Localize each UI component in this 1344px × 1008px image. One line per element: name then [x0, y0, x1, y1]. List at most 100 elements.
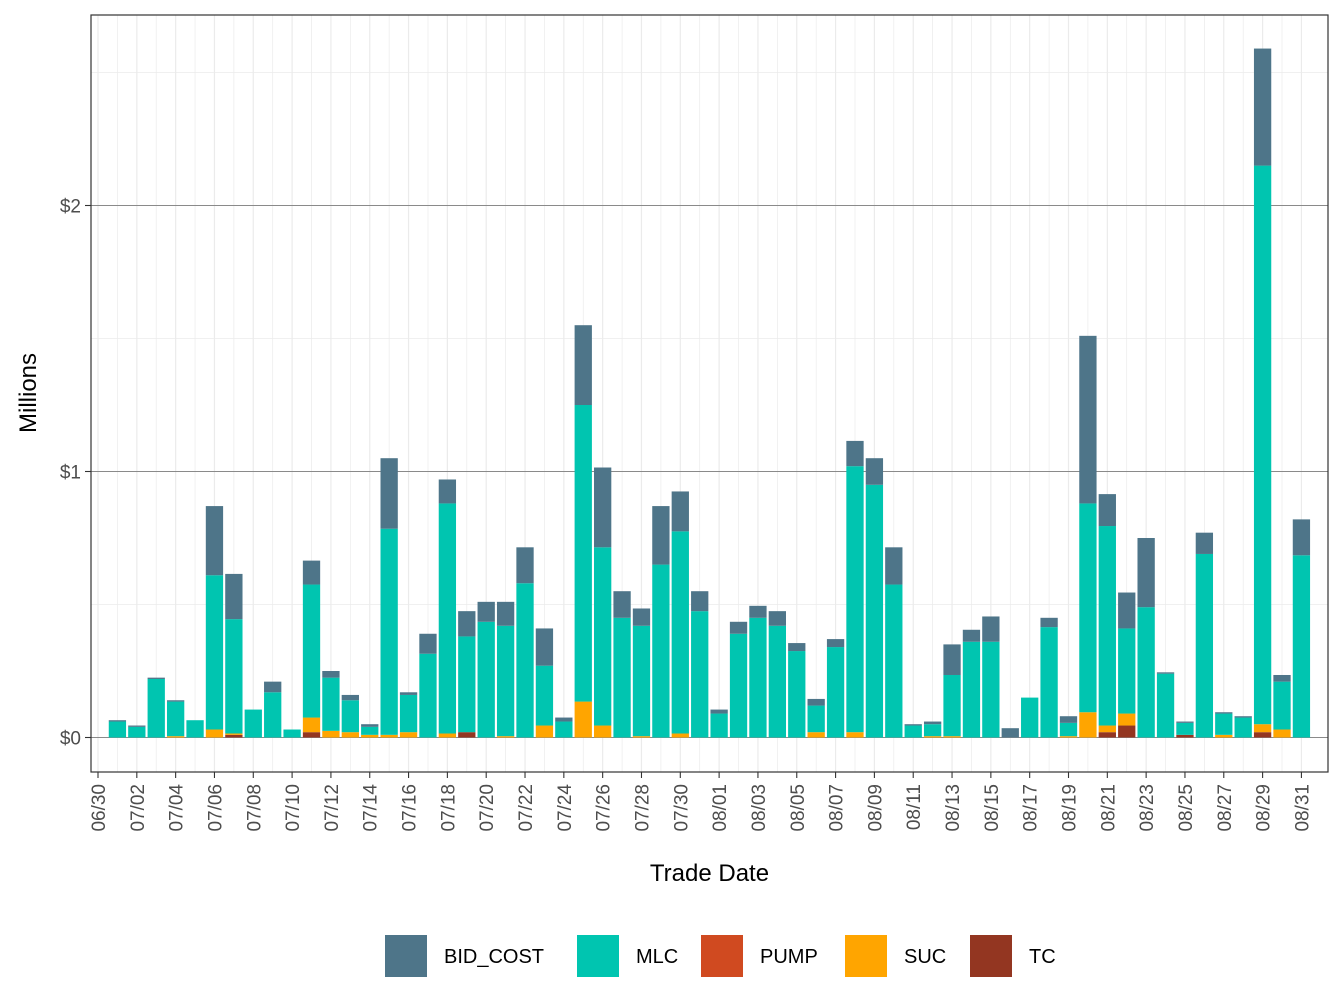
bar-segment-bid-cost: [943, 644, 961, 675]
x-tick-label: 08/01: [710, 784, 731, 832]
x-tick-label: 07/16: [400, 784, 421, 832]
bar-segment-mlc: [652, 564, 670, 738]
x-tick-label: 06/30: [89, 784, 110, 832]
legend: BID_COST MLC PUMP SUC TC: [385, 935, 1056, 977]
bar-segment-tc: [1176, 734, 1194, 738]
bar-segment-mlc: [535, 665, 554, 726]
bar-segment-mlc: [710, 713, 728, 738]
x-tick-label: 08/23: [1137, 784, 1158, 832]
bar-segment-mlc: [982, 641, 1000, 738]
x-tick-label: 07/10: [283, 784, 304, 832]
bar-segment-mlc: [904, 725, 922, 738]
bar-segment-mlc: [768, 625, 786, 738]
bar-segment-suc: [846, 732, 864, 738]
bar-segment-mlc: [1292, 555, 1311, 738]
bar-segment-mlc: [225, 619, 243, 734]
bar-segment-bid-cost: [729, 621, 748, 634]
bar-segment-bid-cost: [1176, 721, 1194, 723]
x-axis-title: Trade Date: [650, 860, 769, 887]
bar-segment-suc: [632, 736, 651, 738]
bar-segment-bid-cost: [710, 709, 728, 714]
bar-segment-bid-cost: [613, 591, 631, 618]
x-tick-label: 08/17: [1021, 784, 1042, 832]
x-tick-label: 07/14: [361, 784, 382, 832]
x-tick-label: 08/13: [943, 784, 964, 832]
bar-segment-mlc: [166, 701, 185, 737]
bar-segment-bid-cost: [147, 677, 165, 679]
bar-segment-suc: [1215, 734, 1233, 738]
bar-segment-mlc: [1234, 717, 1252, 738]
x-tick-label: 08/11: [904, 784, 925, 830]
x-tick-label: 07/06: [205, 784, 226, 832]
bar-segment-mlc: [477, 621, 495, 738]
bar-segment-bid-cost: [1001, 728, 1019, 738]
bar-segment-bid-cost: [1215, 712, 1233, 714]
bar-segment-bid-cost: [128, 725, 146, 727]
bar-segment-bid-cost: [380, 458, 398, 529]
bar-segment-mlc: [264, 692, 282, 738]
legend-label: MLC: [636, 946, 678, 968]
bar-segment-suc: [322, 730, 340, 738]
bar-segment-mlc: [244, 709, 262, 738]
x-axis: 06/30 07/02 07/04 07/06 07/08 07/10 07/12 07/14…: [89, 772, 1313, 832]
bar-segment-bid-cost: [1156, 672, 1175, 674]
bar-segment-tc: [1098, 732, 1116, 738]
y-tick-label: $0: [60, 729, 81, 750]
bar-segment-mlc: [380, 528, 398, 735]
bar-segment-mlc: [1156, 673, 1175, 738]
bar-segment-bid-cost: [341, 694, 359, 701]
bar-segment-bid-cost: [166, 700, 185, 702]
bar-segment-bid-cost: [885, 547, 903, 585]
bar-segment-tc: [1118, 725, 1136, 738]
bar-segment-bid-cost: [108, 720, 127, 722]
bar-segment-bid-cost: [516, 547, 534, 584]
x-tick-label: 07/26: [594, 784, 615, 832]
bar-segment-mlc: [419, 653, 437, 738]
bar-segment-bid-cost: [574, 325, 592, 405]
legend-key-mlc: [577, 935, 619, 977]
x-tick-label: 08/05: [788, 784, 809, 832]
bar-segment-bid-cost: [982, 616, 1000, 642]
bar-segment-suc: [166, 736, 185, 738]
bar-segment-suc: [574, 701, 592, 738]
bar-segment-mlc: [1137, 607, 1155, 738]
bar-segment-mlc: [438, 503, 457, 734]
legend-key-tc: [970, 935, 1012, 977]
bar-segment-bid-cost: [1273, 674, 1291, 682]
bar-segment-bid-cost: [788, 643, 806, 652]
bar-segment-bid-cost: [1098, 494, 1116, 527]
bar-segment-mlc: [923, 724, 942, 737]
bar-segment-bid-cost: [632, 608, 651, 626]
bar-segment-bid-cost: [477, 601, 495, 622]
bar-segment-suc: [923, 736, 942, 738]
bar-segment-mlc: [322, 677, 340, 731]
legend-label: SUC: [904, 946, 946, 968]
x-tick-label: 07/02: [128, 784, 149, 832]
x-tick-label: 08/09: [865, 784, 886, 832]
bar-segment-suc: [225, 733, 243, 735]
bar-segment-bid-cost: [1253, 48, 1272, 166]
bar-segment-suc: [671, 733, 689, 738]
bar-segment-suc: [1098, 725, 1116, 733]
bar-segment-mlc: [846, 466, 864, 733]
bar-segment-suc: [341, 732, 359, 738]
bar-segment-bid-cost: [652, 506, 670, 565]
bar-segment-bid-cost: [322, 671, 340, 678]
legend-label: BID_COST: [444, 946, 544, 968]
bar-segment-suc: [205, 729, 224, 738]
x-tick-label: 08/07: [827, 784, 848, 832]
bar-segment-bid-cost: [826, 639, 845, 648]
bar-segment-mlc: [865, 484, 884, 738]
bar-segment-mlc: [128, 726, 146, 738]
x-tick-label: 08/15: [982, 784, 1003, 832]
x-tick-label: 08/25: [1176, 784, 1197, 832]
bar-segment-bid-cost: [1040, 617, 1058, 628]
bar-segment-bid-cost: [419, 633, 437, 654]
bar-segment-bid-cost: [1234, 716, 1252, 718]
bar-segment-mlc: [147, 678, 165, 738]
bar-segment-mlc: [691, 611, 709, 738]
legend-label: PUMP: [760, 946, 818, 968]
bar-segment-mlc: [1079, 503, 1097, 713]
bar-segment-mlc: [807, 705, 825, 733]
bar-segment-bid-cost: [399, 692, 418, 695]
